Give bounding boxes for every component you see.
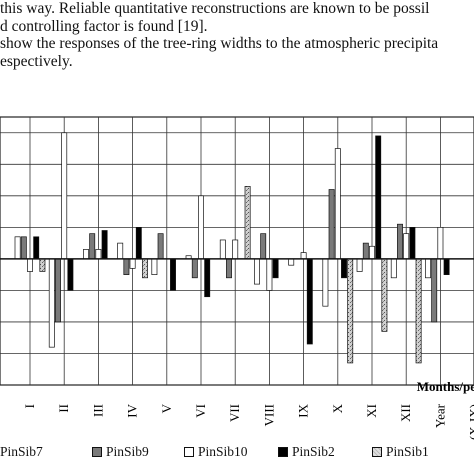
bar bbox=[375, 135, 382, 260]
bar bbox=[390, 258, 397, 279]
bar bbox=[356, 258, 363, 272]
x-tick-label: III bbox=[90, 404, 105, 417]
bar bbox=[266, 258, 273, 291]
x-tick-label: XI bbox=[364, 404, 379, 418]
bar bbox=[191, 258, 198, 279]
plot-frame bbox=[0, 116, 474, 386]
bar bbox=[20, 236, 27, 260]
legend-swatch bbox=[372, 447, 382, 457]
text-line-3: show the responses of the tree-ring widt… bbox=[0, 35, 439, 52]
bar bbox=[48, 258, 55, 348]
bar bbox=[219, 239, 226, 260]
x-tick-label: VI bbox=[193, 404, 208, 418]
bar bbox=[95, 249, 102, 260]
bar bbox=[101, 230, 108, 260]
bar bbox=[260, 233, 267, 260]
chart-axes: Months/peI II III IV V VI VII VIII IX X XI XII Year(… bbox=[0, 258, 474, 440]
text-line-1: this way. Reliable quantitative reconstr… bbox=[0, 0, 430, 17]
bar bbox=[117, 242, 124, 260]
legend-item: PinSib9 bbox=[92, 444, 149, 460]
bar bbox=[397, 223, 403, 260]
legend-label: PinSib7 bbox=[0, 444, 43, 459]
x-tick-label: II bbox=[56, 404, 71, 413]
x-tick-label: VII bbox=[227, 404, 242, 422]
bar bbox=[232, 239, 239, 260]
bar bbox=[341, 258, 347, 279]
text-line-4: espectively. bbox=[0, 52, 73, 70]
bar bbox=[437, 227, 444, 260]
legend-swatch bbox=[184, 447, 194, 457]
legend-item: PinSib7 bbox=[0, 444, 43, 460]
bar bbox=[347, 258, 354, 364]
bar bbox=[55, 258, 61, 323]
bar bbox=[272, 258, 279, 279]
bar bbox=[170, 258, 176, 291]
bar bbox=[415, 258, 422, 364]
x-tick-label: Year bbox=[432, 403, 447, 428]
x-tick-label: XII bbox=[398, 404, 413, 422]
legend-item: PinSib1 bbox=[372, 444, 429, 460]
chart-legend: PinSib7 PinSib9 PinSib10 PinSib2 PinSib1 bbox=[0, 440, 474, 466]
x-tick-label: I bbox=[22, 404, 37, 408]
bar bbox=[288, 258, 295, 266]
text-line-2: d controlling factor is found [19]. bbox=[0, 17, 208, 35]
bar bbox=[300, 252, 307, 260]
bar bbox=[27, 258, 33, 272]
legend-label: PinSib10 bbox=[198, 444, 248, 459]
bar bbox=[83, 249, 89, 260]
legend-label: PinSib9 bbox=[106, 444, 149, 459]
legend-swatch bbox=[278, 447, 288, 457]
bar bbox=[198, 195, 204, 260]
bar bbox=[334, 148, 341, 260]
bar bbox=[403, 233, 410, 260]
bar bbox=[362, 242, 369, 260]
bar bbox=[39, 258, 46, 272]
x-tick-label: IV bbox=[125, 403, 140, 417]
bar bbox=[369, 245, 375, 260]
x-tick-label: VIII bbox=[261, 404, 276, 426]
bar bbox=[306, 258, 313, 345]
bar bbox=[123, 258, 130, 275]
bar bbox=[381, 258, 388, 332]
legend-label: PinSib2 bbox=[292, 444, 335, 459]
bar bbox=[33, 236, 40, 260]
bar bbox=[129, 258, 136, 269]
x-tick-label: (X-IX) bbox=[467, 404, 474, 440]
bar bbox=[425, 258, 431, 279]
legend-item: PinSib10 bbox=[184, 444, 248, 460]
x-tick-label: X bbox=[330, 403, 345, 413]
bar bbox=[322, 258, 329, 307]
bar bbox=[443, 258, 450, 275]
bar bbox=[431, 258, 438, 323]
bar bbox=[14, 236, 21, 260]
bar bbox=[142, 258, 148, 279]
legend-label: PinSib1 bbox=[386, 444, 429, 459]
legend-swatch bbox=[92, 447, 102, 457]
bar bbox=[409, 227, 416, 260]
chart-bars bbox=[14, 132, 450, 364]
bar bbox=[328, 189, 335, 260]
bar bbox=[157, 233, 164, 260]
bar bbox=[89, 233, 96, 260]
body-text: this way. Reliable quantitative reconstr… bbox=[0, 0, 474, 70]
bar bbox=[151, 258, 158, 275]
bar bbox=[204, 258, 211, 298]
x-tick-label: IX bbox=[296, 403, 311, 417]
bar bbox=[254, 258, 260, 285]
x-tick-label: V bbox=[159, 403, 174, 413]
x-axis-title: Months/pe bbox=[417, 379, 474, 394]
bar bbox=[61, 132, 68, 260]
legend-item: PinSib2 bbox=[278, 444, 335, 460]
bar bbox=[67, 258, 74, 291]
bar bbox=[135, 227, 142, 260]
bar bbox=[244, 186, 251, 260]
bar bbox=[226, 258, 232, 279]
